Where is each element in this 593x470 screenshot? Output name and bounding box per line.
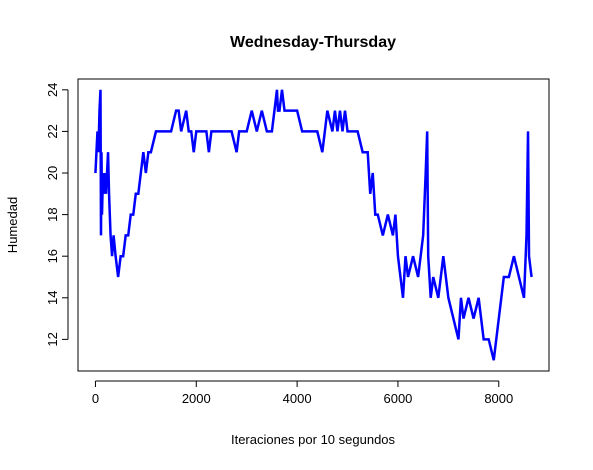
plot-box <box>77 78 550 372</box>
x-tick-label: 4000 <box>283 391 312 406</box>
y-tick-label: 12 <box>45 332 60 346</box>
x-tick-label: 8000 <box>484 391 513 406</box>
chart-title: Wednesday-Thursday <box>230 34 396 51</box>
y-tick-label: 20 <box>45 166 60 180</box>
x-axis-label: Iteraciones por 10 segundos <box>231 432 396 447</box>
x-tick-label: 2000 <box>182 391 211 406</box>
y-tick-label: 24 <box>45 83 60 97</box>
y-axis-label: Humedad <box>5 197 20 253</box>
y-tick-label: 18 <box>45 207 60 221</box>
y-tick-label: 14 <box>45 291 60 305</box>
x-tick-label: 0 <box>92 391 99 406</box>
data-line <box>94 89 533 361</box>
y-tick-label: 22 <box>45 124 60 138</box>
y-tick-label: 16 <box>45 249 60 263</box>
x-tick-label: 6000 <box>383 391 412 406</box>
